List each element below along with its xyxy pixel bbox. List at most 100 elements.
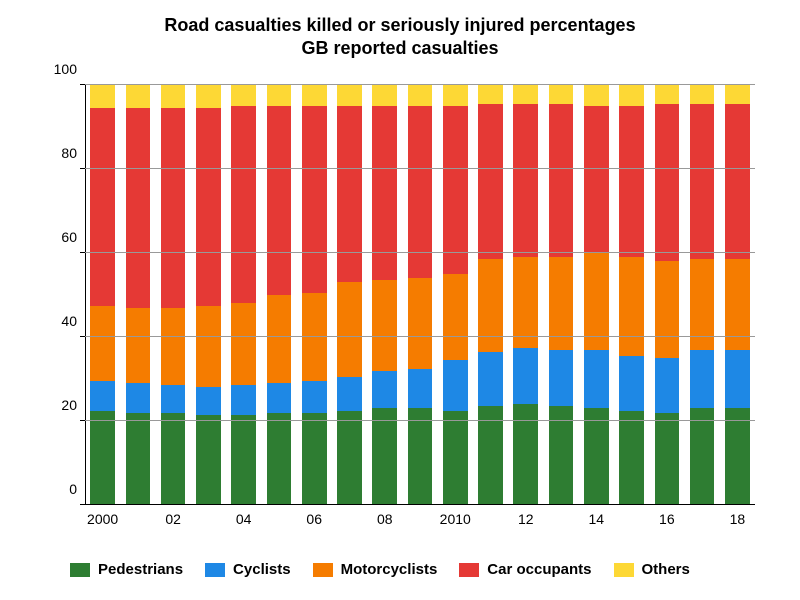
bar-segment xyxy=(372,408,397,505)
legend-label: Cyclists xyxy=(233,561,291,578)
bar-segment xyxy=(267,383,292,412)
bar-segment xyxy=(231,85,256,106)
bar-segment xyxy=(549,350,574,407)
grid-line xyxy=(85,84,755,85)
bars-layer xyxy=(85,85,755,505)
bar-segment xyxy=(478,85,503,104)
bar-segment xyxy=(337,377,362,411)
plot-area: 020406080100200002040608201012141618 xyxy=(85,85,755,505)
bar-group xyxy=(690,85,715,505)
bar-group xyxy=(337,85,362,505)
bar-segment xyxy=(443,360,468,410)
bar-segment xyxy=(337,411,362,506)
bar-segment xyxy=(443,85,468,106)
y-tick-mark xyxy=(80,336,85,337)
bar-group xyxy=(90,85,115,505)
chart-container: Road casualties killed or seriously inju… xyxy=(0,0,800,600)
bar-segment xyxy=(161,413,186,505)
bar-segment xyxy=(126,108,151,308)
bar-segment xyxy=(513,104,538,257)
bar-group xyxy=(161,85,186,505)
bar-segment xyxy=(655,261,680,358)
bar-segment xyxy=(231,106,256,303)
legend-label: Pedestrians xyxy=(98,561,183,578)
legend-label: Others xyxy=(642,561,690,578)
grid-line xyxy=(85,252,755,253)
title-line-1: Road casualties killed or seriously inju… xyxy=(0,14,800,37)
bar-segment xyxy=(513,348,538,405)
legend-item: Cyclists xyxy=(205,561,291,578)
y-tick-label: 0 xyxy=(69,481,85,497)
legend-label: Motorcyclists xyxy=(341,561,438,578)
bar-segment xyxy=(337,106,362,282)
bar-segment xyxy=(513,257,538,347)
x-tick-label: 12 xyxy=(518,505,534,527)
bar-segment xyxy=(302,413,327,505)
bar-group xyxy=(126,85,151,505)
bar-group xyxy=(231,85,256,505)
bar-segment xyxy=(231,385,256,414)
bar-segment xyxy=(690,350,715,409)
bar-segment xyxy=(372,106,397,280)
bar-segment xyxy=(725,408,750,505)
legend: Pedestrians Cyclists Motorcyclists Car occu… xyxy=(70,561,760,578)
bar-group xyxy=(725,85,750,505)
y-tick-mark xyxy=(80,168,85,169)
bar-segment xyxy=(196,108,221,305)
bar-segment xyxy=(655,85,680,104)
bar-group xyxy=(372,85,397,505)
bar-segment xyxy=(478,259,503,351)
bar-segment xyxy=(267,413,292,505)
bar-segment xyxy=(725,350,750,409)
y-axis-line xyxy=(85,85,86,505)
bar-segment xyxy=(513,85,538,104)
bar-group xyxy=(549,85,574,505)
grid-line xyxy=(85,336,755,337)
bar-segment xyxy=(584,85,609,106)
bar-segment xyxy=(408,278,433,368)
legend-swatch xyxy=(614,563,634,577)
bar-segment xyxy=(655,413,680,505)
bar-segment xyxy=(372,85,397,106)
bar-segment xyxy=(549,85,574,104)
bar-segment xyxy=(196,306,221,388)
legend-swatch xyxy=(313,563,333,577)
bar-segment xyxy=(584,408,609,505)
bar-group xyxy=(584,85,609,505)
legend-label: Car occupants xyxy=(487,561,591,578)
bar-segment xyxy=(161,308,186,386)
bar-segment xyxy=(231,303,256,385)
y-tick-mark xyxy=(80,252,85,253)
bar-segment xyxy=(372,280,397,370)
bar-segment xyxy=(619,356,644,411)
x-tick-label: 14 xyxy=(589,505,605,527)
legend-swatch xyxy=(459,563,479,577)
y-tick-label: 40 xyxy=(61,313,85,329)
legend-swatch xyxy=(205,563,225,577)
bar-segment xyxy=(619,411,644,506)
bar-segment xyxy=(478,352,503,407)
bar-segment xyxy=(690,408,715,505)
bar-segment xyxy=(443,274,468,360)
x-tick-label: 18 xyxy=(730,505,746,527)
bar-segment xyxy=(161,108,186,308)
x-tick-label: 16 xyxy=(659,505,675,527)
bar-group xyxy=(478,85,503,505)
y-tick-label: 60 xyxy=(61,229,85,245)
bar-segment xyxy=(549,104,574,257)
y-tick-mark xyxy=(80,504,85,505)
bar-segment xyxy=(231,415,256,505)
y-tick-label: 20 xyxy=(61,397,85,413)
x-tick-label: 2000 xyxy=(87,505,118,527)
bar-segment xyxy=(725,85,750,104)
bar-segment xyxy=(267,106,292,295)
bar-segment xyxy=(690,104,715,259)
bar-segment xyxy=(302,106,327,293)
bar-segment xyxy=(443,411,468,506)
bar-group xyxy=(267,85,292,505)
y-tick-label: 100 xyxy=(54,61,85,77)
grid-line xyxy=(85,168,755,169)
title-line-2: GB reported casualties xyxy=(0,37,800,60)
bar-segment xyxy=(90,411,115,506)
bar-segment xyxy=(478,406,503,505)
